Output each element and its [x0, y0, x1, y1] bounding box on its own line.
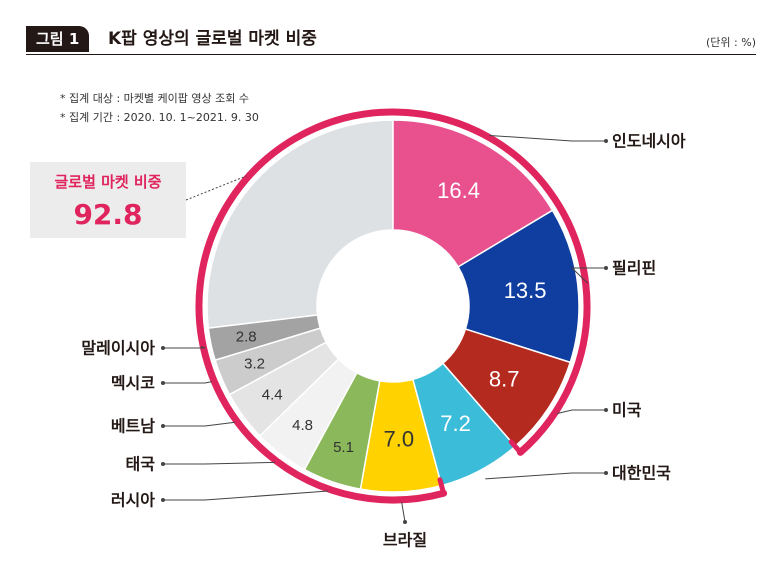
leader-line-5 [163, 490, 329, 501]
global-share-value: 92.8 [73, 198, 143, 231]
global-market-outline [195, 108, 591, 504]
value-label-7: 4.4 [262, 386, 283, 403]
value-label-3: 7.2 [440, 411, 471, 436]
category-label-6: 태국 [126, 455, 156, 474]
leader-line-8 [163, 381, 213, 384]
leader-dot-8 [161, 381, 165, 385]
leader-dot-5 [161, 498, 165, 502]
leader-dot-9 [161, 346, 165, 350]
category-label-5: 러시아 [111, 491, 155, 510]
category-label-3: 대한민국 [612, 464, 671, 483]
leader-dot-1 [604, 266, 608, 270]
header-divider [26, 54, 756, 55]
figure-header: 그림 1 K팝 영상의 글로벌 마켓 비중 (단위 : %) [26, 26, 756, 54]
category-label-8: 멕시코 [111, 374, 155, 393]
donut-hole [317, 230, 469, 382]
leader-line-4 [401, 501, 406, 523]
leader-line-7 [163, 421, 236, 427]
value-label-6: 4.8 [292, 417, 313, 434]
value-label-8: 3.2 [244, 355, 265, 372]
figure-title: K팝 영상의 글로벌 마켓 비중 [108, 29, 317, 49]
value-label-0: 16.4 [437, 178, 480, 203]
leader-line-2 [556, 409, 606, 415]
category-label-4: 브라질 [383, 531, 427, 550]
donut-slices [206, 119, 580, 493]
unit-label: (단위 : %) [706, 36, 756, 49]
outline-arc-0 [195, 108, 591, 504]
global-share-leader [185, 175, 247, 201]
global-share-label: 글로벌 마켓 비중 [54, 173, 162, 191]
value-label-9: 2.8 [236, 328, 257, 345]
leader-line-6 [163, 461, 275, 465]
outline-cap-0-1 [508, 439, 523, 455]
leader-line-3 [485, 472, 606, 480]
leader-line-1 [570, 267, 606, 284]
value-label-2: 8.7 [489, 367, 520, 392]
leader-dot-6 [161, 462, 165, 466]
value-label-1: 13.5 [504, 278, 547, 303]
category-label-9: 말레이시아 [81, 339, 155, 358]
figure-badge: 그림 1 [26, 26, 90, 52]
value-labels: 16.4 13.5 8.7 7.2 7.0 5.1 4.8 4.4 3.2 2.8 [236, 178, 547, 456]
note-target: * 집계 대상 : 마켓별 케이팝 영상 조회 수 [60, 92, 249, 105]
value-label-5: 5.1 [333, 439, 354, 456]
category-label-7: 베트남 [111, 417, 155, 436]
note-period: * 집계 기간 : 2020. 10. 1~2021. 9. 30 [60, 111, 259, 124]
outline-cap-0-0 [437, 477, 447, 496]
leader-line-9 [163, 345, 206, 349]
category-label-0: 인도네시아 [612, 132, 686, 151]
category-label-2: 미국 [612, 401, 642, 420]
category-label-1: 필리핀 [612, 259, 656, 278]
leader-dot-4 [403, 520, 407, 524]
global-share-box: 글로벌 마켓 비중 92.8 [30, 162, 186, 238]
leader-dot-0 [604, 139, 608, 143]
leader-dot-2 [604, 408, 608, 412]
value-label-4: 7.0 [384, 426, 415, 451]
leader-line-0 [489, 134, 606, 142]
leader-dot-3 [604, 471, 608, 475]
leader-dot-7 [161, 424, 165, 428]
notes: * 집계 대상 : 마켓별 케이팝 영상 조회 수 * 집계 기간 : 2020… [60, 89, 259, 127]
